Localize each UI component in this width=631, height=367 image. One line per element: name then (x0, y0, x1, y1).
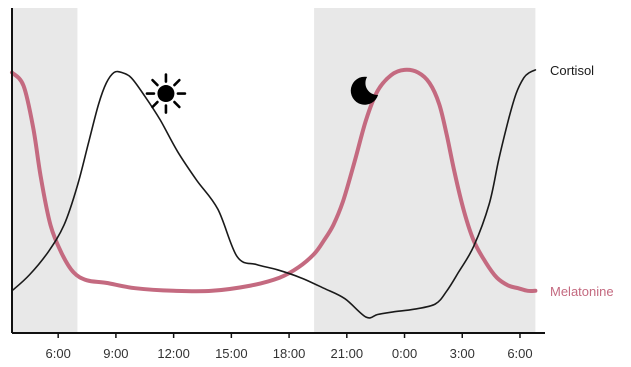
series-line-melatonine (10, 67, 538, 294)
series-label-melatonine: Melatonine (550, 284, 614, 299)
x-tick-label-4: 18:00 (273, 346, 306, 361)
series-label-cortisol: Cortisol (550, 63, 594, 78)
icon-layer (145, 73, 379, 114)
series-layer (10, 67, 538, 319)
series-line-cortisol (11, 69, 537, 319)
x-tick-label-8: 6:00 (507, 346, 532, 361)
sun-icon (145, 73, 187, 114)
night-band-0 (12, 8, 78, 333)
x-tick-label-3: 15:00 (215, 346, 248, 361)
axis-layer (11, 8, 545, 334)
night-shading-layer (12, 8, 536, 333)
x-tick-label-1: 9:00 (103, 346, 128, 361)
x-tick-label-0: 6:00 (46, 346, 71, 361)
moon-icon (350, 76, 379, 105)
series-label-layer: Cortisol Melatonine (550, 63, 614, 299)
x-tick-label-2: 12:00 (157, 346, 190, 361)
x-tick-layer: 6:00 9:00 12:00 15:00 18:00 21:00 0:00 3:00 6:00 (46, 333, 533, 361)
x-tick-label-6: 0:00 (392, 346, 417, 361)
x-tick-label-5: 21:00 (331, 346, 364, 361)
x-tick-label-7: 3:00 (450, 346, 475, 361)
